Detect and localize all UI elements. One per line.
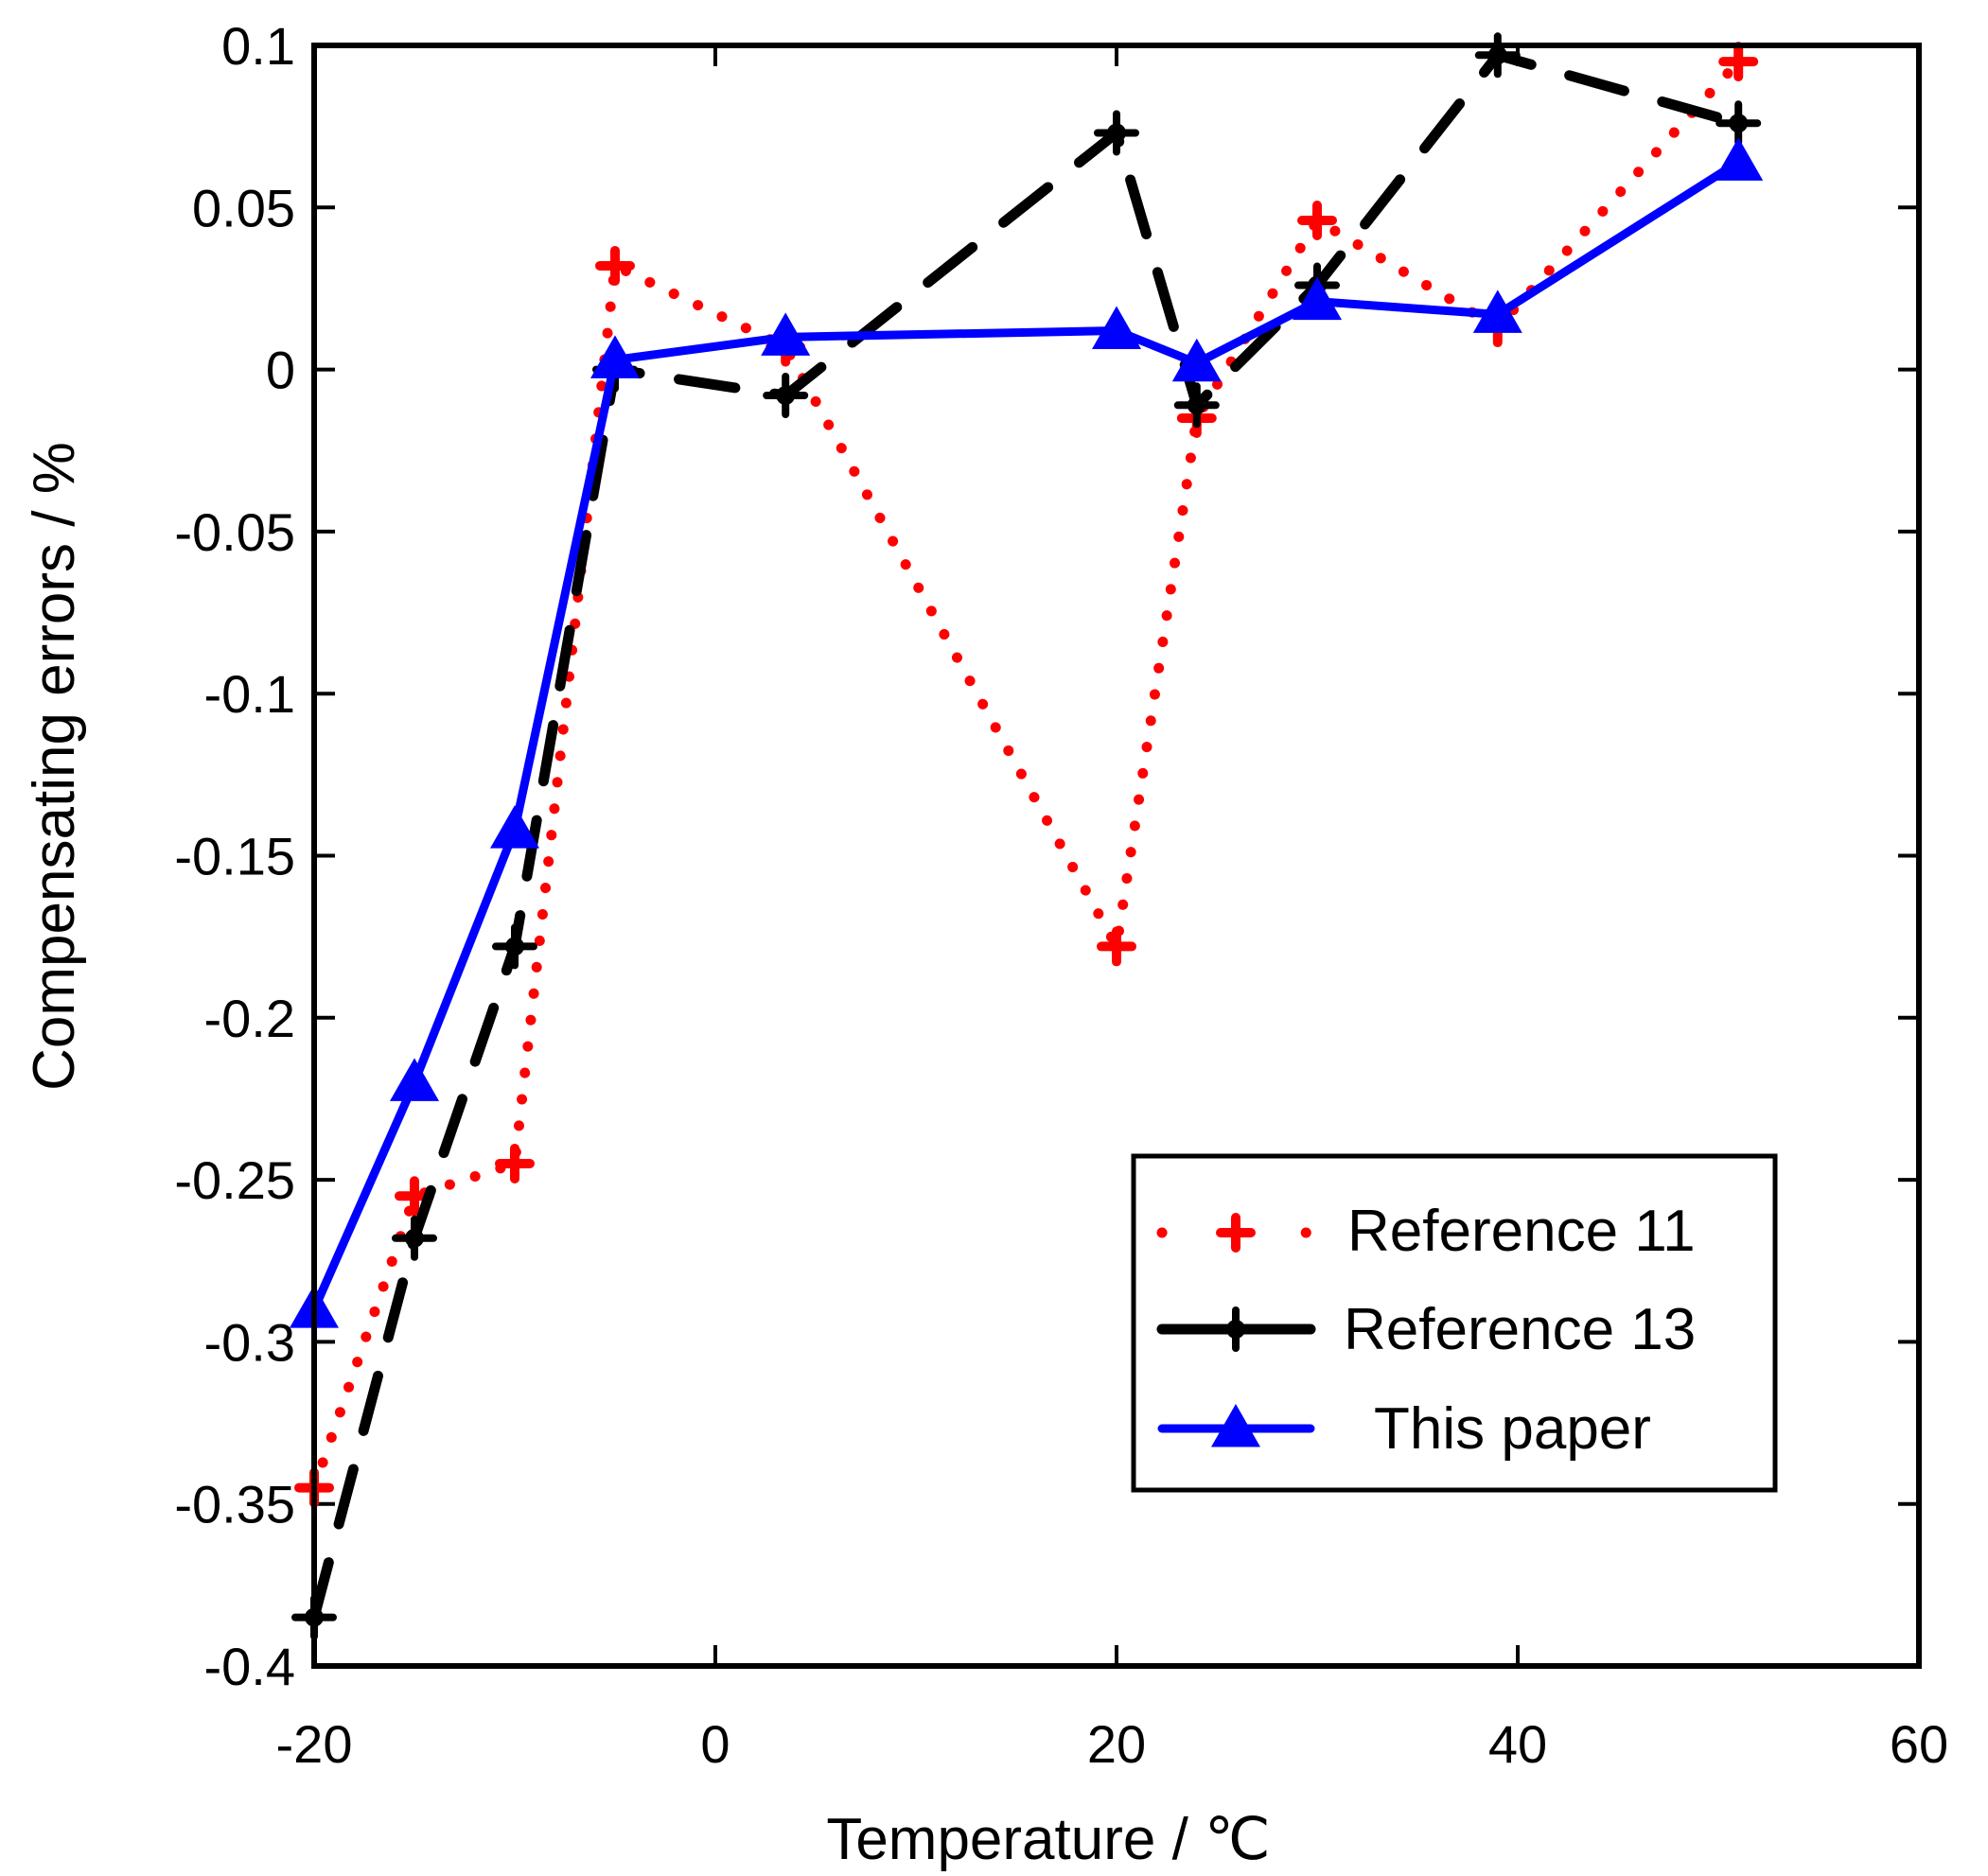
data-point <box>1171 338 1222 382</box>
data-point <box>1092 306 1141 349</box>
data-point <box>761 312 811 356</box>
y-tick-label: -0.15 <box>174 827 295 886</box>
y-tick-label: -0.1 <box>204 664 296 724</box>
x-tick-label: 20 <box>1087 1714 1146 1774</box>
data-point <box>1297 201 1337 241</box>
data-point <box>1474 32 1521 79</box>
x-tick-label: 0 <box>700 1714 730 1774</box>
data-point <box>492 923 537 970</box>
data-point <box>590 335 640 378</box>
legend-swatch-marker <box>1211 1404 1260 1447</box>
data-point <box>495 1143 535 1183</box>
plot-frame <box>311 43 1922 1669</box>
x-tick-labels: -20 0 20 40 60 <box>276 1714 1949 1774</box>
y-tick-label: 0 <box>266 341 295 400</box>
data-point <box>490 805 539 849</box>
y-axis-label: Compensating errors / % <box>22 442 87 1091</box>
data-point <box>1715 100 1762 147</box>
legend-swatch-marker <box>1216 1213 1256 1253</box>
y-tick-label: 0.05 <box>192 178 295 237</box>
series-line-1 <box>308 56 1744 1494</box>
y-tick-label: 0.1 <box>221 16 295 76</box>
data-point <box>1293 276 1342 321</box>
data-point <box>595 245 635 286</box>
y-tick-label: -0.05 <box>174 502 295 562</box>
x-axis-label: Temperature / ℃ <box>826 1807 1270 1872</box>
y-tick-labels: 0.1 0.05 0 -0.05 -0.1 -0.15 -0.2 -0.25 -0.3 -0.35… <box>174 16 295 1696</box>
data-point <box>763 373 809 419</box>
legend-label-this-paper: This paper <box>1374 1396 1651 1462</box>
series-line-3 <box>309 157 1743 1314</box>
y-tick-label: -0.25 <box>174 1150 295 1210</box>
series-layer <box>290 32 1764 1640</box>
y-tick-label: -0.4 <box>204 1637 296 1696</box>
legend: Reference 11 Reference 13 This paper <box>1131 1153 1778 1493</box>
data-point <box>1173 382 1220 429</box>
data-point <box>392 1215 437 1261</box>
data-point <box>1472 289 1522 333</box>
x-tick-label: 40 <box>1488 1714 1547 1774</box>
data-point <box>1097 926 1136 967</box>
y-tick-label: -0.35 <box>174 1475 295 1534</box>
legend-swatch-marker <box>1213 1306 1258 1352</box>
data-point <box>1714 137 1764 181</box>
legend-swatches <box>1156 1213 1316 1447</box>
data-point <box>1718 42 1759 82</box>
legend-label-reference-11: Reference 11 <box>1347 1199 1696 1264</box>
y-tick-label: -0.3 <box>204 1312 296 1372</box>
x-tick-label: 60 <box>1890 1714 1948 1774</box>
data-point <box>390 1058 439 1101</box>
legend-label-reference-13: Reference 13 <box>1344 1297 1696 1362</box>
y-tick-label: -0.2 <box>204 989 296 1048</box>
data-point <box>1094 110 1139 156</box>
series-line-2 <box>308 49 1744 1623</box>
x-tick-label: -20 <box>276 1714 353 1774</box>
